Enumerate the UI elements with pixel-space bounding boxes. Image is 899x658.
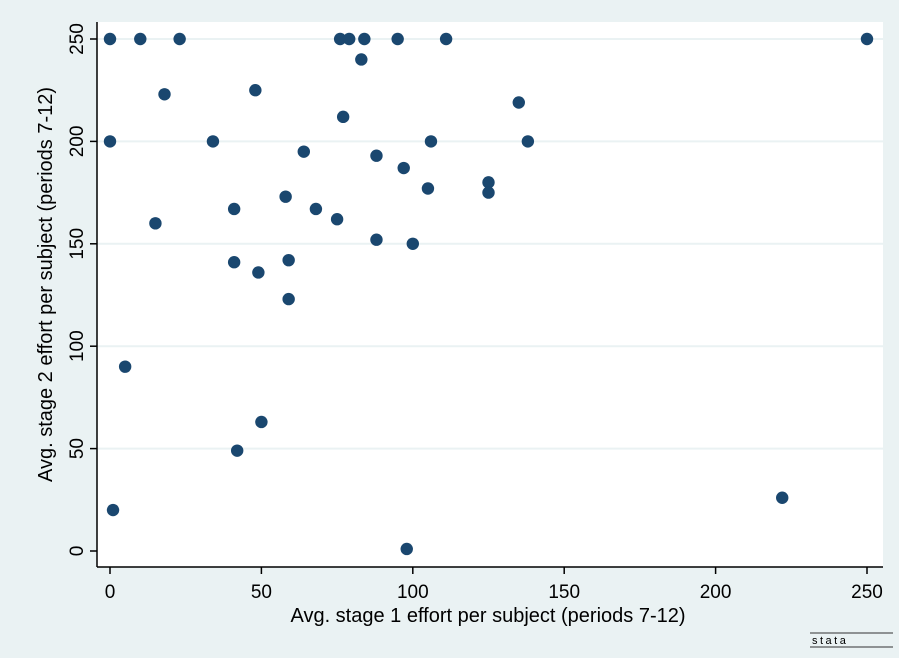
data-point: [230, 444, 244, 457]
x-tick-label: 0: [105, 582, 116, 603]
data-point: [512, 96, 525, 109]
data-point: [391, 32, 404, 46]
stata-logo: stata: [810, 632, 893, 648]
data-point: [149, 217, 162, 230]
data-point: [227, 202, 241, 216]
data-point: [482, 176, 495, 189]
plot-area: [97, 22, 883, 567]
axes: [96, 22, 883, 568]
axis-ticks: 0 50 100 150 200 250 0 50 100 150 200 250: [67, 23, 883, 603]
data-point: [282, 292, 295, 306]
data-point: [103, 135, 117, 148]
data-point: [333, 32, 347, 46]
data-point: [282, 253, 295, 267]
data-point: [521, 135, 535, 148]
y-tick-label: 200: [67, 126, 88, 158]
x-tick-label: 250: [851, 582, 883, 603]
x-tick-label: 50: [251, 582, 272, 603]
gridlines: [97, 38, 883, 450]
data-point: [158, 88, 171, 101]
x-axis-label: Avg. stage 1 effort per subject (periods…: [290, 605, 685, 627]
stata-logo-text: stata: [812, 635, 848, 647]
data-point: [279, 190, 292, 203]
data-point: [330, 213, 344, 226]
data-point: [355, 53, 368, 66]
data-point: [336, 110, 350, 124]
data-point: [249, 84, 262, 97]
data-point: [400, 542, 413, 556]
x-tick-label: 200: [700, 582, 732, 603]
data-points: [103, 32, 874, 556]
data-point: [370, 233, 383, 246]
data-point: [424, 135, 438, 148]
data-point: [370, 149, 383, 162]
data-point: [206, 135, 220, 148]
data-point: [343, 32, 356, 46]
y-tick-label: 150: [67, 228, 88, 260]
data-point: [255, 415, 268, 429]
data-point: [134, 32, 147, 46]
data-point: [309, 202, 323, 216]
y-tick-label: 50: [67, 438, 88, 459]
x-tick-label: 150: [548, 582, 580, 603]
y-tick-label: 100: [67, 330, 88, 362]
data-point: [227, 256, 241, 269]
data-point: [358, 32, 371, 46]
y-axis-label: Avg. stage 2 effort per subject (periods…: [35, 87, 57, 482]
data-point: [439, 32, 453, 46]
data-point: [482, 186, 495, 199]
data-point: [118, 360, 132, 373]
x-tick-label: 100: [397, 582, 429, 603]
data-point: [776, 491, 789, 504]
data-point: [252, 266, 265, 279]
data-point: [860, 32, 874, 46]
y-tick-label: 0: [67, 546, 88, 557]
data-point: [397, 161, 410, 175]
data-point: [421, 182, 435, 195]
data-point: [103, 32, 117, 46]
data-point: [173, 32, 186, 46]
data-point: [106, 503, 120, 517]
y-tick-label: 250: [67, 23, 88, 55]
data-point: [297, 145, 310, 158]
data-point: [406, 237, 419, 250]
